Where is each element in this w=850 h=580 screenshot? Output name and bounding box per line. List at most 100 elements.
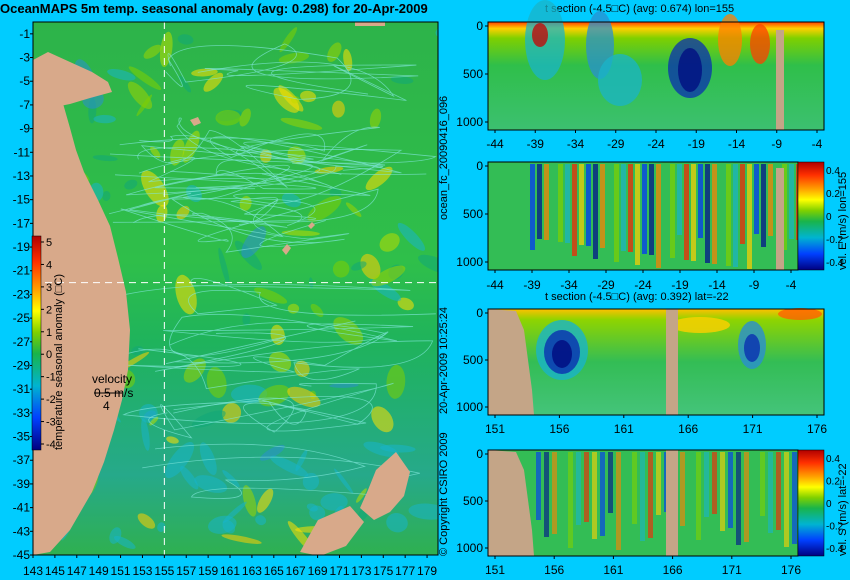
map-y-tick-label: -1 [19,27,30,41]
map-x-tick-label: 153 [132,564,152,578]
section-x-tick-label: 151 [485,422,505,436]
map-colorbar-tick-label: -1 [46,372,56,384]
t-lon-section-land [776,30,784,130]
section-x-tick-label: -24 [647,137,665,151]
map-colorbar-ticks: 5 4 3 2 1 0 -1 -2 -3 -4 [41,237,56,451]
section-y-tick-label: 500 [463,494,483,508]
map-x-tick-label: 169 [308,564,328,578]
colorbar-tick-label: 0.2 [826,189,840,200]
map-x-tick-label: 151 [111,564,131,578]
colorbar-tick-label: 0.4 [826,454,840,465]
map-y-tick-label: -27 [13,335,31,349]
map-x-tick-label: 167 [286,564,306,578]
map-y-tick-label: -29 [13,358,31,372]
map-x-tick-label: 179 [417,564,437,578]
v-lat-section-plot [487,449,799,557]
section-y-tick-label: 0 [476,19,483,33]
section-y-tick-label: 0 [476,447,483,461]
map-y-tick-label: -39 [13,477,31,491]
section-x-tick-label: -4 [812,137,823,151]
section-x-tick-label: -34 [567,137,585,151]
t-lat-section-land-west [488,309,534,415]
colorbar-tick-label: -0.4 [826,258,844,269]
map-x-tick-label: 157 [176,564,196,578]
map-y-tick-label: -31 [13,382,31,396]
section-x-tick-label: 171 [722,563,742,577]
map-y-tick-label: -25 [13,311,31,325]
v-lat-x-tick-labels: 151 156 161 166 171 176 [485,556,801,577]
map-colorbar-tick-label: 2 [46,304,52,316]
map-y-tick-label: -3 [19,51,30,65]
map-colorbar [31,235,42,451]
map-colorbar-tick-label: -2 [46,394,56,406]
section-x-tick-label: -29 [597,278,615,292]
map-y-tick-label: -11 [14,145,31,159]
section-x-tick-label: -39 [523,278,541,292]
section-x-tick-label: 166 [678,422,698,436]
section-x-tick-label: -4 [786,278,797,292]
map-y-tick-label: -7 [19,98,30,112]
new-guinea-land [33,52,112,110]
section-y-tick-label: 1000 [456,541,483,555]
section-y-tick-label: 1000 [456,255,483,269]
map-y-tick-labels: -1 -3 -5 -7 -9 -11 -13 -15 -17 -19 -21 -23 -25 -27 -29… [13,27,33,562]
colorbar-tick-label: -0.2 [826,235,844,246]
t-lat-section-title: t section (-4.5□C) (avg: 0.392) lat=-22 [545,291,729,303]
map-x-tick-label: 145 [45,564,65,578]
map-colorbar-tick-label: -3 [46,417,56,429]
section-y-tick-label: 0 [476,159,483,173]
section-x-tick-label: -19 [671,278,689,292]
section-x-tick-label: -19 [688,137,706,151]
island-south-land [36,478,66,520]
section-x-tick-label: -34 [560,278,578,292]
map-x-tick-label: 161 [220,564,240,578]
section-x-tick-label: -39 [527,137,545,151]
section-x-tick-label: -14 [708,278,726,292]
section-x-tick-label: -29 [607,137,625,151]
section-y-tick-label: 500 [463,67,483,81]
map-plot-area [33,22,438,555]
t-lat-x-tick-labels: 151 156 161 166 171 176 [485,415,827,436]
map-x-tick-label: 163 [242,564,262,578]
map-x-tick-label: 165 [264,564,284,578]
v-lat-colorbar [797,449,825,557]
map-colorbar-tick-label: 4 [46,259,52,271]
u-lon-colorbar-ticks: 0.4 0.2 0 -0.2 -0.4 [826,166,844,269]
u-lon-section-land [776,168,784,270]
map-y-tick-label: -13 [13,169,31,183]
map-y-tick-label: -17 [13,216,31,230]
forecast-id-label: ocean_fc_20090416_096 [438,96,450,220]
map-x-tick-label: 149 [89,564,109,578]
new-zealand-land [300,452,410,555]
u-lon-colorbar-label: vel. E (m/s) lon=155 [837,172,849,270]
t-lon-y-tick-labels: 0 500 1000 [456,19,488,129]
colorbar-tick-label: -0.4 [826,544,844,555]
australia-land [33,85,130,555]
u-lon-section-plot [487,161,801,271]
map-colorbar-tick-label: 1 [46,327,52,339]
map-x-tick-label: 175 [373,564,393,578]
t-lat-y-tick-labels: 0 500 1000 [456,306,488,414]
section-x-tick-label: -24 [634,278,652,292]
section-x-tick-label: 151 [485,563,505,577]
map-colorbar-tick-label: 5 [46,237,52,249]
v-lat-section-land-west [488,450,534,556]
map-x-tick-labels: 143 145 147 149 151 153 155 157 159 161 163 165 167 1… [23,555,437,578]
section-y-tick-label: 1000 [456,115,483,129]
map-x-tick-label: 171 [329,564,349,578]
map-colorbar-tick-label: 3 [46,282,52,294]
section-y-tick-label: 1000 [456,400,483,414]
map-y-tick-label: -19 [13,240,31,254]
map-x-tick-label: 177 [395,564,415,578]
v-lat-section-land-mid [666,450,678,556]
map-title: OceanMAPS 5m temp. seasonal anomaly (avg… [0,1,428,16]
map-x-tick-label: 159 [198,564,218,578]
section-x-tick-label: 156 [549,422,569,436]
u-lon-colorbar [797,161,825,271]
section-x-tick-label: 171 [743,422,763,436]
copyright-label: © Copyright CSIRO 2009 [438,432,450,556]
colorbar-tick-label: -0.2 [826,522,844,533]
section-x-tick-label: -9 [771,137,782,151]
section-x-tick-label: 166 [663,563,683,577]
